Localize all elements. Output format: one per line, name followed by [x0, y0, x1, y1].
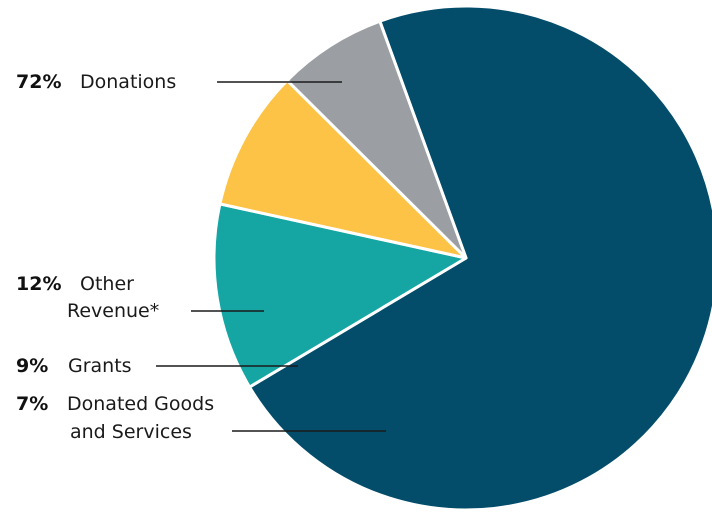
percent-label-donations: 72% — [16, 71, 61, 93]
pie-slices — [212, 4, 712, 512]
slice-donated-goods — [285, 19, 468, 260]
slice-grants — [218, 78, 468, 260]
slice-label-donations: Donations — [80, 71, 176, 93]
slice-label-donated-goods-line-2: and Services — [70, 421, 192, 443]
leader-lines — [156, 81, 386, 432]
slice-donations — [248, 4, 712, 512]
slice-label-donated-goods-line-1: Donated Goods — [67, 393, 214, 415]
slice-label-other-revenue-line-1: Other — [80, 273, 134, 295]
slice-labels: 72% Donations 12% Other Revenue* 9% Gran… — [16, 71, 214, 443]
slice-label-other-revenue-line-2: Revenue* — [67, 300, 159, 322]
percent-label-donated-goods: 7% — [16, 393, 48, 415]
percent-label-other-revenue: 12% — [16, 273, 61, 295]
slice-other-revenue — [212, 202, 468, 389]
slice-label-grants: Grants — [68, 355, 132, 377]
percent-label-grants: 9% — [16, 355, 48, 377]
